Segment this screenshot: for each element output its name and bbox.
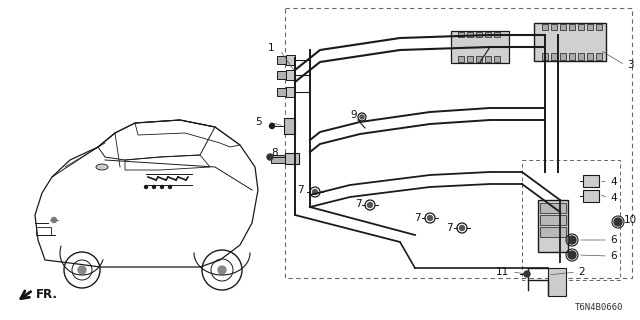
Circle shape [312,189,317,195]
Text: T6N4B0660: T6N4B0660 [575,303,623,312]
Bar [286,87,295,97]
Bar [494,32,500,37]
Bar [494,56,500,62]
Text: 9: 9 [350,110,357,120]
Text: 7: 7 [446,223,453,233]
Text: 8: 8 [271,148,278,158]
Circle shape [51,218,56,222]
Bar [458,32,464,37]
Text: 7: 7 [414,213,421,223]
Circle shape [161,186,163,188]
Text: 10: 10 [624,215,637,225]
Bar [578,24,584,30]
Bar [560,24,566,30]
Bar [285,153,299,164]
Bar [587,53,593,60]
Text: FR.: FR. [36,287,58,300]
Bar [542,24,548,30]
Bar [36,227,51,235]
Circle shape [367,203,372,207]
Text: 2: 2 [578,267,584,277]
Bar [485,32,491,37]
Bar [271,155,285,163]
Circle shape [614,218,622,226]
Bar [286,70,295,80]
FancyBboxPatch shape [534,23,606,61]
Text: 5: 5 [255,117,262,127]
Circle shape [524,271,530,277]
Bar [560,53,566,60]
FancyBboxPatch shape [451,31,509,63]
Bar [569,24,575,30]
Text: 6: 6 [610,251,616,261]
Bar [284,118,295,134]
Ellipse shape [96,164,108,170]
Circle shape [145,186,147,188]
Circle shape [269,124,275,129]
Bar [540,227,566,237]
Bar [551,24,557,30]
Text: 4: 4 [610,177,616,187]
Text: 3: 3 [627,60,634,70]
Bar [458,56,464,62]
Bar [583,175,599,187]
Bar [583,190,599,202]
Circle shape [428,215,433,220]
Bar [540,203,566,213]
Text: 4: 4 [610,193,616,203]
Text: 6: 6 [610,235,616,245]
Circle shape [267,154,273,160]
Bar [596,53,602,60]
Bar [551,53,557,60]
Bar [476,32,482,37]
Circle shape [78,266,86,274]
Bar [467,56,473,62]
Bar [542,53,548,60]
Bar [285,8,632,278]
Circle shape [460,226,465,230]
Circle shape [360,115,364,119]
Bar [548,268,566,296]
Text: 11: 11 [496,267,509,277]
Bar [476,56,482,62]
Bar [569,53,575,60]
Circle shape [168,186,172,188]
Text: 7: 7 [298,185,304,195]
Bar [540,215,566,225]
Text: 7: 7 [355,199,362,209]
Bar [485,56,491,62]
Bar [286,55,295,65]
Bar [596,24,602,30]
Bar [578,53,584,60]
Bar [277,71,286,79]
Circle shape [152,186,156,188]
Circle shape [568,251,576,259]
Circle shape [218,266,226,274]
Bar [587,24,593,30]
Bar [538,200,568,252]
Bar [277,56,286,64]
Text: 1: 1 [268,43,274,53]
Circle shape [568,236,576,244]
Bar [522,160,620,280]
Bar [467,32,473,37]
Bar [277,88,286,96]
